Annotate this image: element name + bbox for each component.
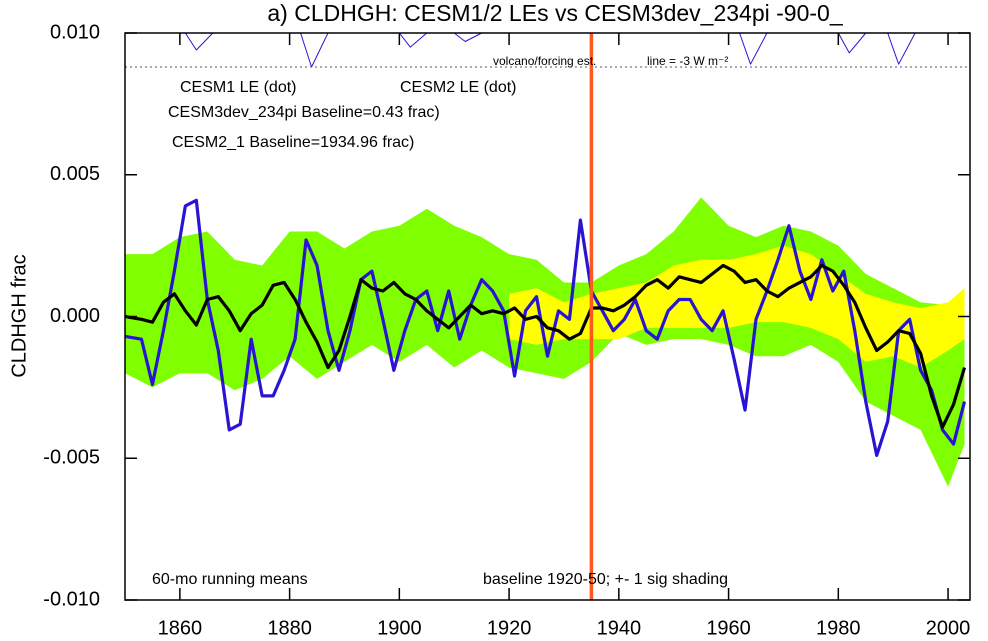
legend-entry: CESM1 LE (dot): [180, 79, 296, 96]
band: [509, 245, 965, 368]
data-line: [124, 263, 967, 429]
chart-title: a) CLDHGH: CESM1/2 LEs vs CESM3dev_234pi…: [267, 0, 843, 26]
legend-entry: CESM2_1 Baseline=1934.96 frac): [172, 134, 414, 151]
y-tick-label: -0.005: [43, 447, 100, 469]
y-tick-label: 0.005: [50, 163, 100, 185]
x-tick-label: 1920: [487, 617, 532, 639]
x-tick-label: 1980: [816, 617, 861, 639]
x-tick-label: 2000: [926, 617, 971, 639]
annotation: 60-mo running means: [152, 571, 308, 588]
x-tick-label: 1900: [377, 617, 422, 639]
y-tick-label: -0.010: [43, 588, 100, 610]
x-tick-label: 1960: [706, 617, 751, 639]
annotation: baseline 1920-50; +- 1 sig shading: [483, 571, 728, 588]
y-axis-label: CLDHGH frac: [8, 254, 30, 377]
annotation: line = -3 W m⁻²: [647, 54, 728, 68]
x-tick-label: 1880: [267, 617, 312, 639]
legend-entry: CESM2 LE (dot): [400, 79, 516, 96]
legend-entry: CESM3dev_234pi Baseline=0.43 frac): [168, 104, 440, 121]
x-tick-label: 1940: [597, 617, 642, 639]
y-tick-label: 0.000: [50, 305, 100, 327]
data-line: [124, 198, 967, 458]
x-tick-label: 1860: [158, 617, 203, 639]
annotation: volcano/forcing est.: [493, 54, 596, 68]
y-tick-label: 0.010: [50, 21, 100, 43]
